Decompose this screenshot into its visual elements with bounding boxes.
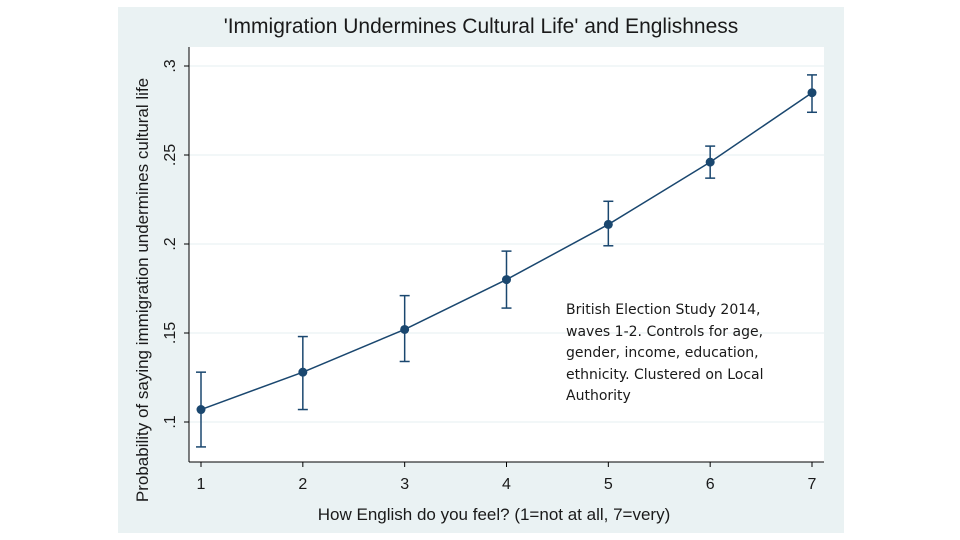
series xyxy=(196,74,817,448)
y-tick-label: .15 xyxy=(162,322,179,344)
x-tick-label: 7 xyxy=(808,476,817,493)
data-point xyxy=(502,275,511,285)
x-tick-label: 5 xyxy=(604,476,613,493)
chart-title: 'Immigration Undermines Cultural Life' a… xyxy=(223,15,739,38)
data-point xyxy=(807,88,817,98)
x-tick-label: 4 xyxy=(502,476,511,493)
y-ticks: .1 .15 .2 .25 .3 xyxy=(162,59,189,429)
data-point xyxy=(196,405,206,415)
x-axis-label: How English do you feel? (1=not at all, … xyxy=(317,505,671,524)
x-tick-label: 2 xyxy=(298,476,307,493)
data-point xyxy=(298,367,308,377)
grid-lines xyxy=(189,65,824,423)
y-tick-label: .1 xyxy=(162,415,179,428)
x-tick-label: 1 xyxy=(197,476,206,493)
y-tick-label: .25 xyxy=(162,144,179,166)
data-point xyxy=(400,324,410,334)
x-tick-label: 3 xyxy=(400,476,409,493)
y-tick-label: .2 xyxy=(162,237,179,250)
x-tick-label: 6 xyxy=(706,476,715,493)
y-tick-label: .3 xyxy=(162,59,179,72)
data-point xyxy=(705,157,715,167)
annotation-note: British Election Study 2014, waves 1-2. … xyxy=(566,302,764,404)
data-point xyxy=(603,219,613,229)
x-ticks: 1 2 3 4 5 6 7 xyxy=(197,462,817,493)
